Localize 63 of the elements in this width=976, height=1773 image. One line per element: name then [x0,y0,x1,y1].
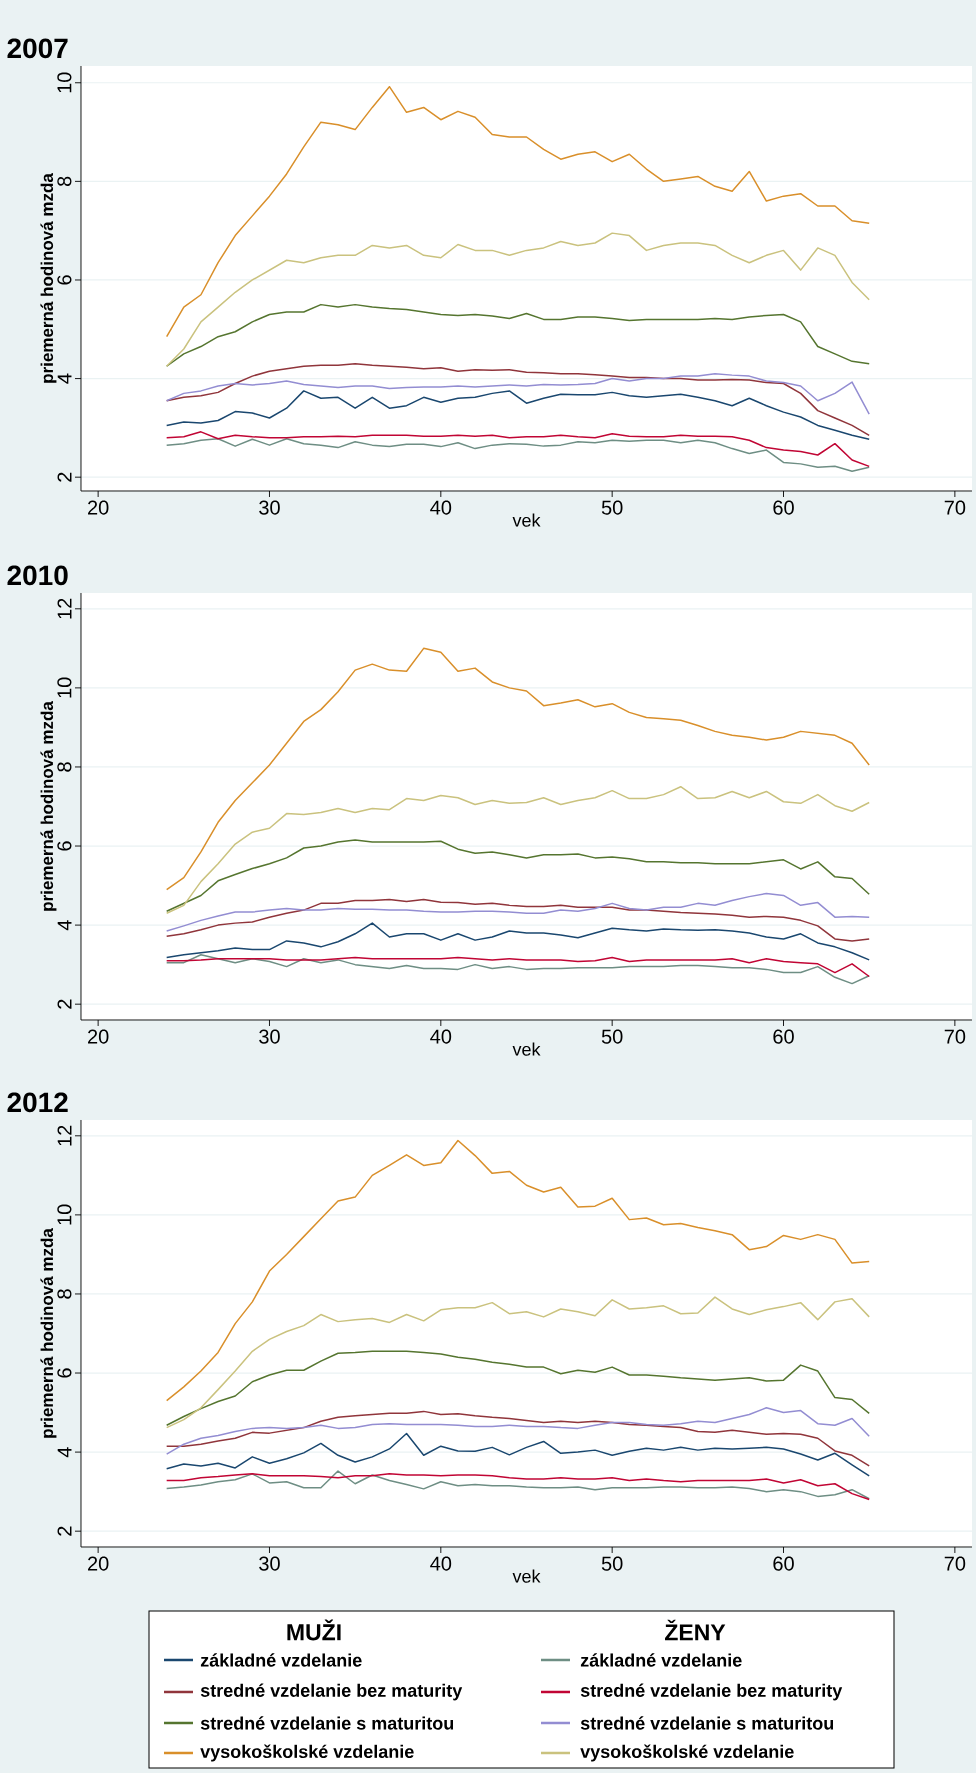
line-series [165,372,870,415]
y-tick-label: 10 [57,1204,72,1225]
line-series [165,437,870,473]
y-tick-label: 6 [57,841,72,851]
legend-label: vysokoškolské vzdelanie [200,1744,414,1762]
y-tick-label: 10 [57,677,72,698]
x-tick-label: 40 [430,1556,452,1571]
x-tick-label: 40 [430,500,452,515]
x-axis-title: vek [512,513,541,527]
y-axis-title: priemerná hodinová mzda [40,173,57,383]
line-series [165,390,870,440]
x-tick-label: 30 [259,500,280,515]
y-tick-label: 2 [57,1526,72,1536]
text: MUŽI [287,1619,341,1641]
x-tick-label: 30 [259,1556,280,1571]
x-tick-label: 70 [944,1029,966,1044]
y-axis-title: priemerná hodinová mzda [40,701,57,911]
x-tick-label: 30 [259,1029,280,1044]
y-tick-label: 12 [57,1125,72,1146]
legend-label: stredné vzdelanie bez maturity [200,1683,463,1701]
x-tick-label: 60 [773,500,794,515]
y-tick-label: 2 [57,472,72,482]
y-tick-label: 8 [57,1289,72,1299]
line-series [165,892,870,932]
y-axis-title: priemerná hodinová mzda [40,1228,57,1438]
legend-label: stredné vzdelanie s maturitou [580,1716,834,1730]
y-tick-label: 6 [57,275,72,285]
x-tick-label: 50 [601,1029,623,1044]
x-tick-label: 60 [773,1556,794,1571]
y-tick-label: 10 [57,72,72,93]
line-series [165,85,870,338]
legend-label: stredné vzdelanie s maturitou [200,1716,454,1730]
x-tick-label: 60 [773,1029,794,1044]
line-series [165,1296,870,1429]
legend-label: stredné vzdelanie bez maturity [580,1683,843,1701]
x-tick-label: 20 [88,500,109,515]
x-tick-label: 50 [601,1556,623,1571]
y-tick-label: 4 [57,373,72,384]
x-axis-title: vek [512,1042,541,1056]
text: ŽENY [665,1619,726,1641]
chart-title: 2007 [7,38,68,59]
x-tick-label: 70 [944,1556,966,1571]
line-series [165,1139,870,1402]
x-tick-label: 70 [944,500,966,515]
x-tick-label: 50 [601,500,623,515]
line-series [165,785,870,914]
y-tick-label: 2 [57,999,72,1009]
x-tick-label: 40 [430,1029,452,1044]
y-tick-label: 8 [57,176,72,187]
legend-label: základné vzdelanie [580,1653,742,1667]
y-tick-label: 8 [57,762,72,772]
line-series [165,1432,870,1477]
y-tick-label: 6 [57,1368,72,1378]
chart-title: 2010 [7,565,68,586]
legend-label: vysokoškolské vzdelanie [580,1744,794,1762]
y-tick-label: 4 [57,1447,72,1458]
x-axis-title: vek [512,1569,541,1583]
legend-label: základné vzdelanie [200,1653,362,1667]
y-tick-label: 12 [57,598,72,619]
y-tick-label: 4 [57,920,72,931]
x-tick-label: 20 [88,1556,109,1571]
x-tick-label: 20 [88,1029,109,1044]
chart-title: 2012 [7,1092,68,1113]
